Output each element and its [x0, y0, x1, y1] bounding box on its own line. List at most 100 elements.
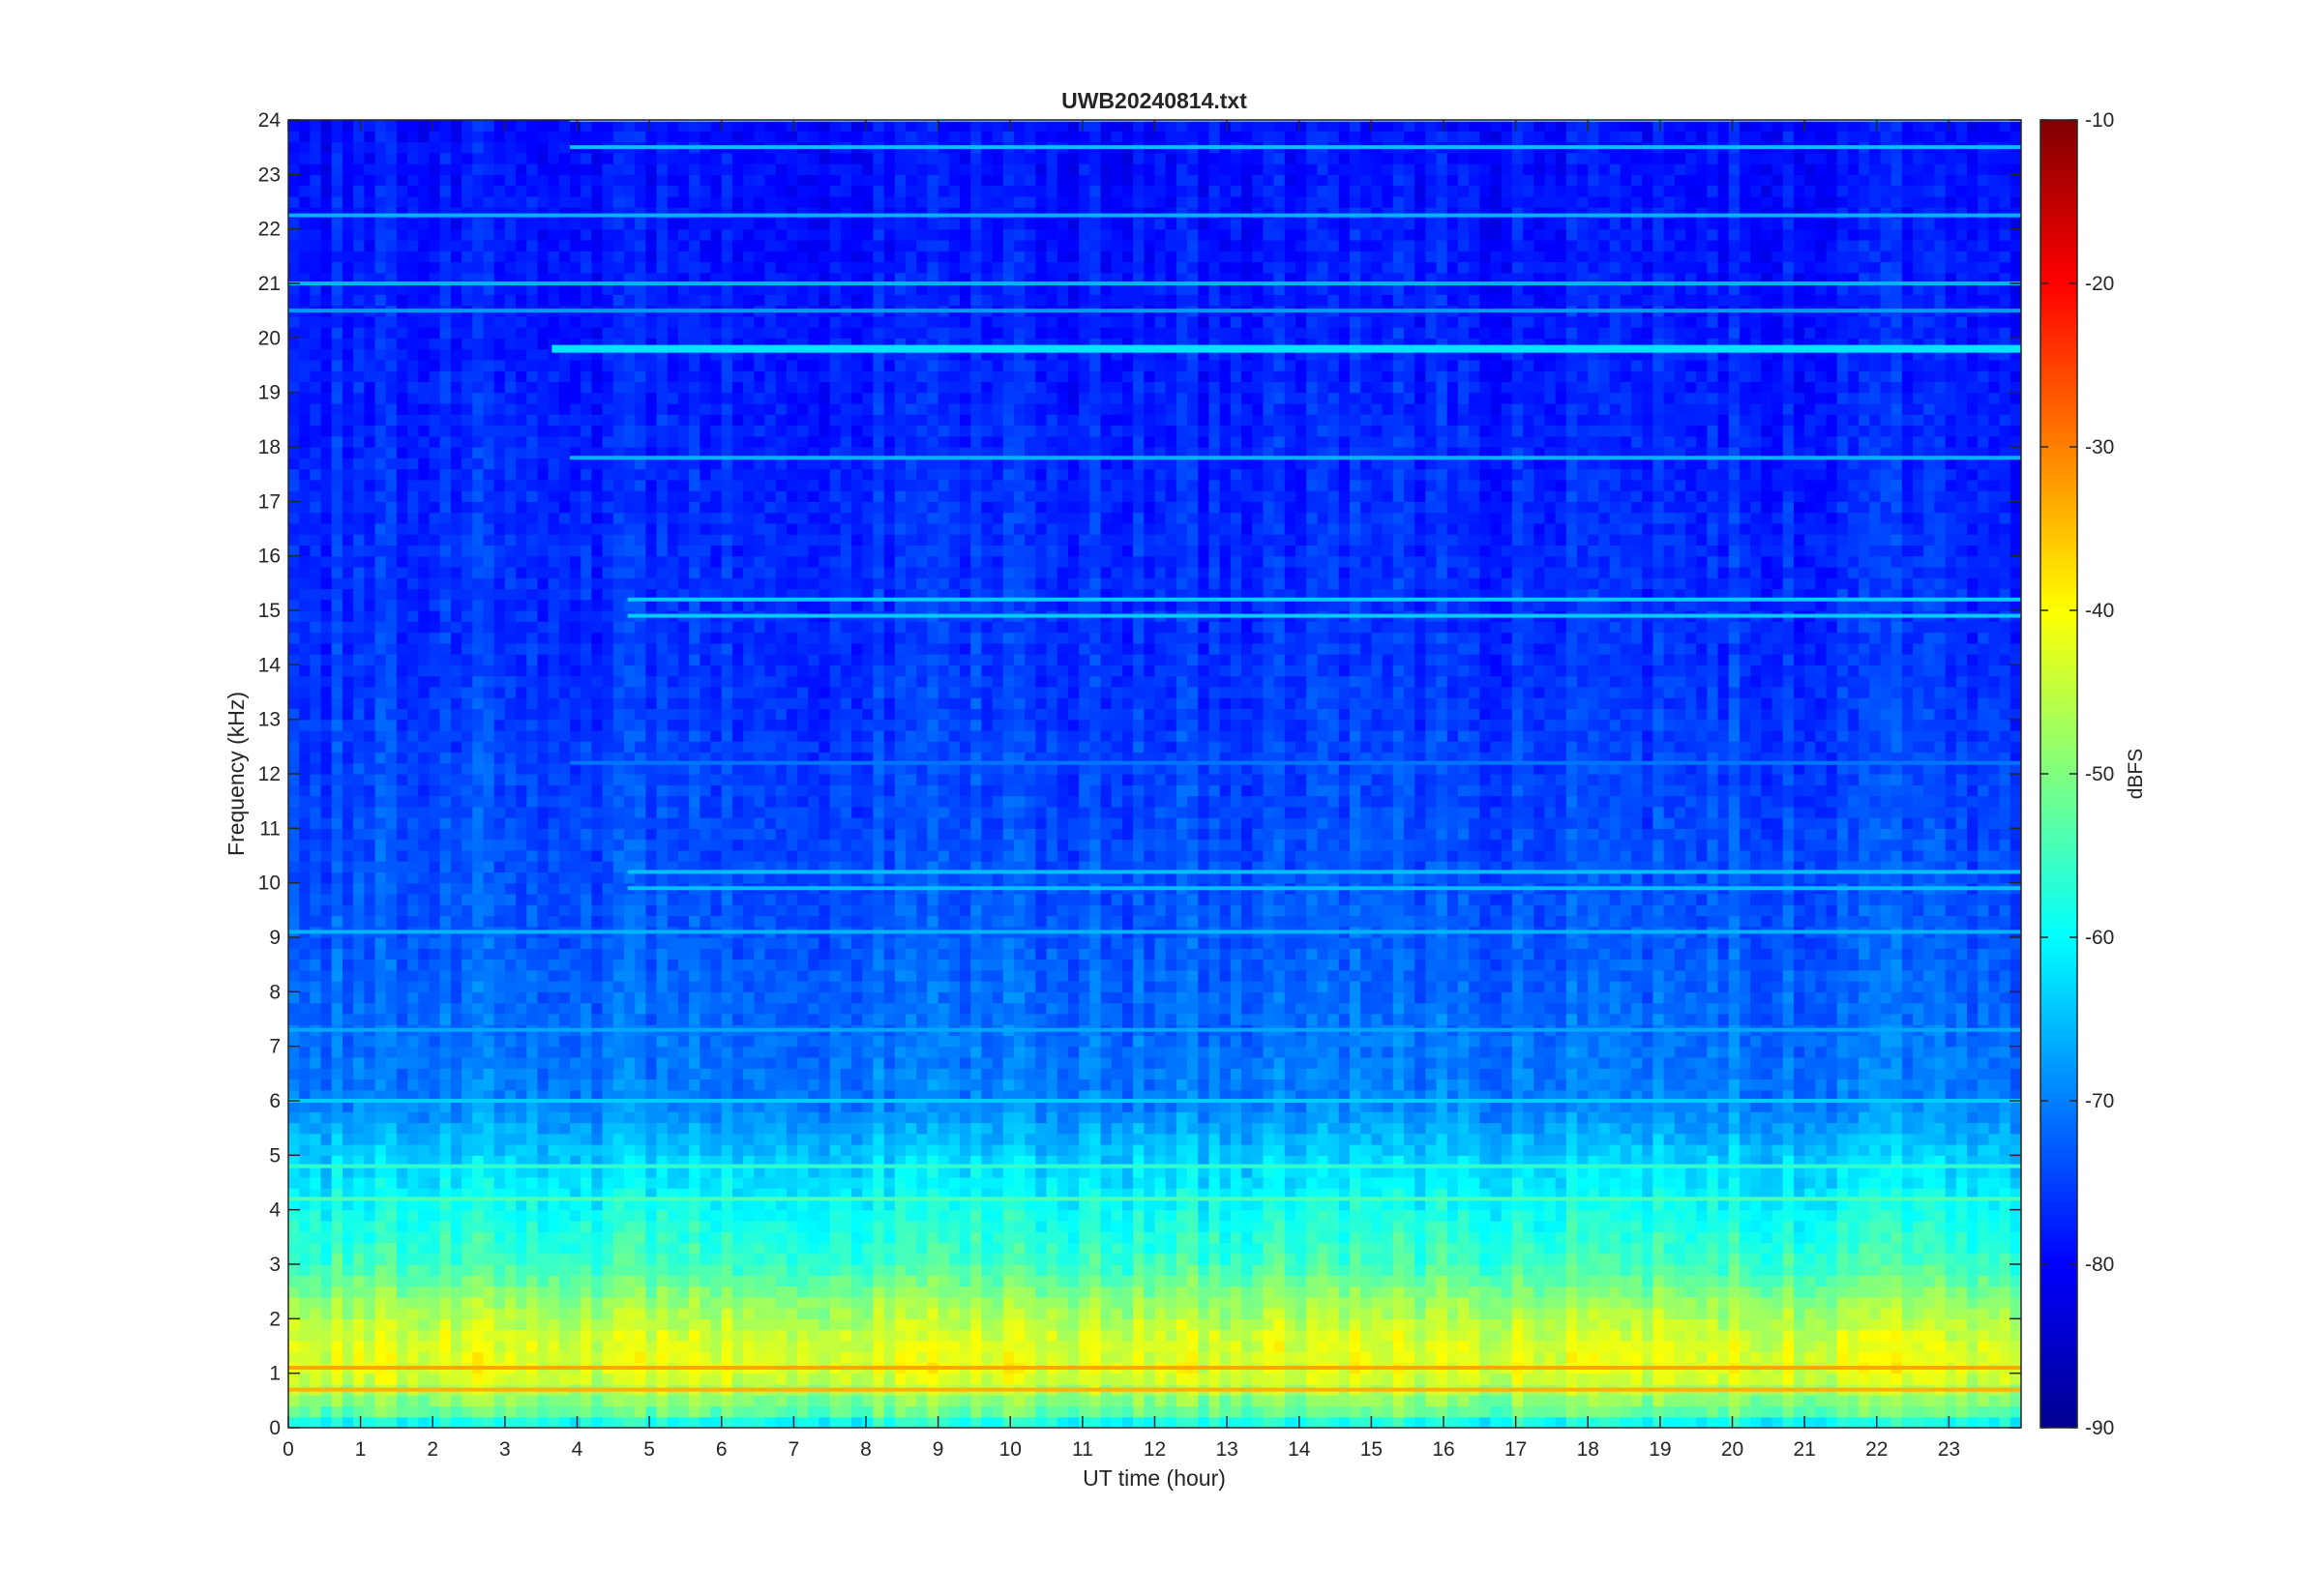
heatmap-cell: [1360, 1318, 1372, 1331]
heatmap-cell: [1133, 1155, 1145, 1167]
heatmap-cell: [1815, 1340, 1828, 1352]
heatmap-cell: [829, 1308, 842, 1319]
heatmap-cell: [1403, 1395, 1415, 1407]
heatmap-cell: [721, 1416, 733, 1428]
heatmap-cell: [526, 1122, 539, 1135]
heatmap-cell: [1728, 1308, 1741, 1319]
heatmap-cell: [1642, 1133, 1654, 1145]
heatmap-cell: [1144, 1144, 1156, 1156]
heatmap-cell: [667, 1101, 679, 1112]
heatmap-cell: [1717, 1101, 1730, 1112]
heatmap-cell: [516, 1079, 527, 1091]
heatmap-cell: [602, 1101, 614, 1112]
heatmap-cell: [1111, 1329, 1123, 1342]
heatmap-cell: [1923, 1111, 1936, 1124]
heatmap-cell: [472, 1264, 485, 1276]
heatmap-cell: [1165, 1373, 1177, 1385]
heatmap-cell: [407, 1373, 419, 1385]
heatmap-cell: [2009, 1188, 2021, 1199]
heatmap-cell: [1382, 1296, 1394, 1309]
heatmap-cell: [504, 1231, 517, 1244]
heatmap-cell: [1100, 1264, 1113, 1276]
heatmap-cell: [1728, 1144, 1741, 1156]
heatmap-cell: [1089, 1308, 1102, 1319]
heatmap-cell: [1577, 1416, 1589, 1428]
heatmap-cell: [743, 1198, 755, 1211]
heatmap-cell: [938, 1351, 950, 1363]
heatmap-cell: [364, 1340, 376, 1352]
heatmap-cell: [493, 1329, 506, 1342]
heatmap-cell: [786, 1264, 798, 1276]
heatmap-cell: [1955, 1155, 1968, 1167]
heatmap-cell: [862, 1166, 875, 1178]
heatmap-cell: [1815, 1296, 1828, 1309]
heatmap-cell: [1815, 1242, 1828, 1255]
heatmap-cell: [906, 1101, 917, 1112]
heatmap-cell: [1446, 1188, 1459, 1199]
heatmap-cell: [310, 1188, 322, 1199]
heatmap-cell: [775, 1176, 788, 1189]
heatmap-cell: [1728, 1329, 1741, 1342]
heatmap-cell: [1674, 1275, 1686, 1287]
heatmap-cell: [829, 1275, 842, 1287]
heatmap-cell: [526, 1242, 539, 1255]
heatmap-cell: [1263, 1340, 1275, 1352]
heatmap-cell: [1815, 1122, 1828, 1135]
heatmap-cell: [786, 1395, 798, 1407]
heatmap-cell: [1793, 1275, 1805, 1287]
heatmap-cell: [840, 1275, 852, 1287]
heatmap-cell: [1154, 1166, 1167, 1178]
heatmap-cell: [1565, 1351, 1578, 1363]
heatmap-cell: [916, 1264, 929, 1276]
heatmap-cell: [591, 1176, 604, 1189]
heatmap-cell: [1057, 1275, 1069, 1287]
heatmap-cell: [1523, 1318, 1534, 1331]
heatmap-cell: [667, 1198, 679, 1211]
heatmap-cell: [873, 1176, 885, 1189]
heatmap-cell: [786, 1373, 798, 1385]
heatmap-cell: [906, 1166, 917, 1178]
heatmap-cell: [461, 1155, 473, 1167]
heatmap-cell: [1631, 1329, 1643, 1342]
heatmap-cell: [1859, 1308, 1870, 1319]
heatmap-cell: [483, 1416, 495, 1428]
heatmap-cell: [645, 1089, 658, 1102]
heatmap-cell: [873, 1286, 885, 1298]
heatmap-cell: [1360, 1111, 1372, 1124]
heatmap-cell: [537, 1079, 550, 1091]
heatmap-cell: [1089, 1416, 1102, 1428]
heatmap-cell: [624, 1166, 636, 1178]
heatmap-cell: [1121, 1253, 1134, 1265]
heatmap-cell: [1955, 1198, 1968, 1211]
heatmap-cell: [1284, 1340, 1296, 1352]
heatmap-cell: [906, 1111, 917, 1124]
heatmap-cell: [2009, 1231, 2021, 1244]
heatmap-cell: [1923, 1220, 1936, 1232]
heatmap-cell: [906, 1373, 917, 1385]
heatmap-cell: [342, 1275, 354, 1287]
heatmap-cell: [1978, 1264, 1990, 1276]
heatmap-cell: [1674, 1133, 1686, 1145]
heatmap-cell: [1241, 1198, 1253, 1211]
heatmap-cell: [1880, 1220, 1892, 1232]
heatmap-cell: [1815, 1264, 1828, 1276]
heatmap-cell: [635, 1296, 646, 1309]
heatmap-cell: [1739, 1340, 1751, 1352]
heatmap-cell: [1198, 1144, 1210, 1156]
heatmap-cell: [1739, 1111, 1751, 1124]
heatmap-cell: [1230, 1209, 1242, 1222]
heatmap-cell: [948, 1286, 961, 1298]
heatmap-cell: [1988, 1089, 2001, 1102]
heatmap-cell: [1631, 1416, 1643, 1428]
heatmap-cell: [353, 1373, 365, 1385]
heatmap-cell: [677, 1340, 690, 1352]
heatmap-cell: [1306, 1308, 1318, 1319]
heatmap-cell: [320, 1395, 333, 1407]
heatmap-cell: [1349, 1340, 1361, 1352]
heatmap-cell: [1901, 1253, 1914, 1265]
heatmap-cell: [1945, 1296, 1957, 1309]
heatmap-cell: [906, 1188, 917, 1199]
heatmap-cell: [548, 1405, 560, 1418]
heatmap-cell: [667, 1416, 679, 1428]
heatmap-cell: [1674, 1286, 1686, 1298]
